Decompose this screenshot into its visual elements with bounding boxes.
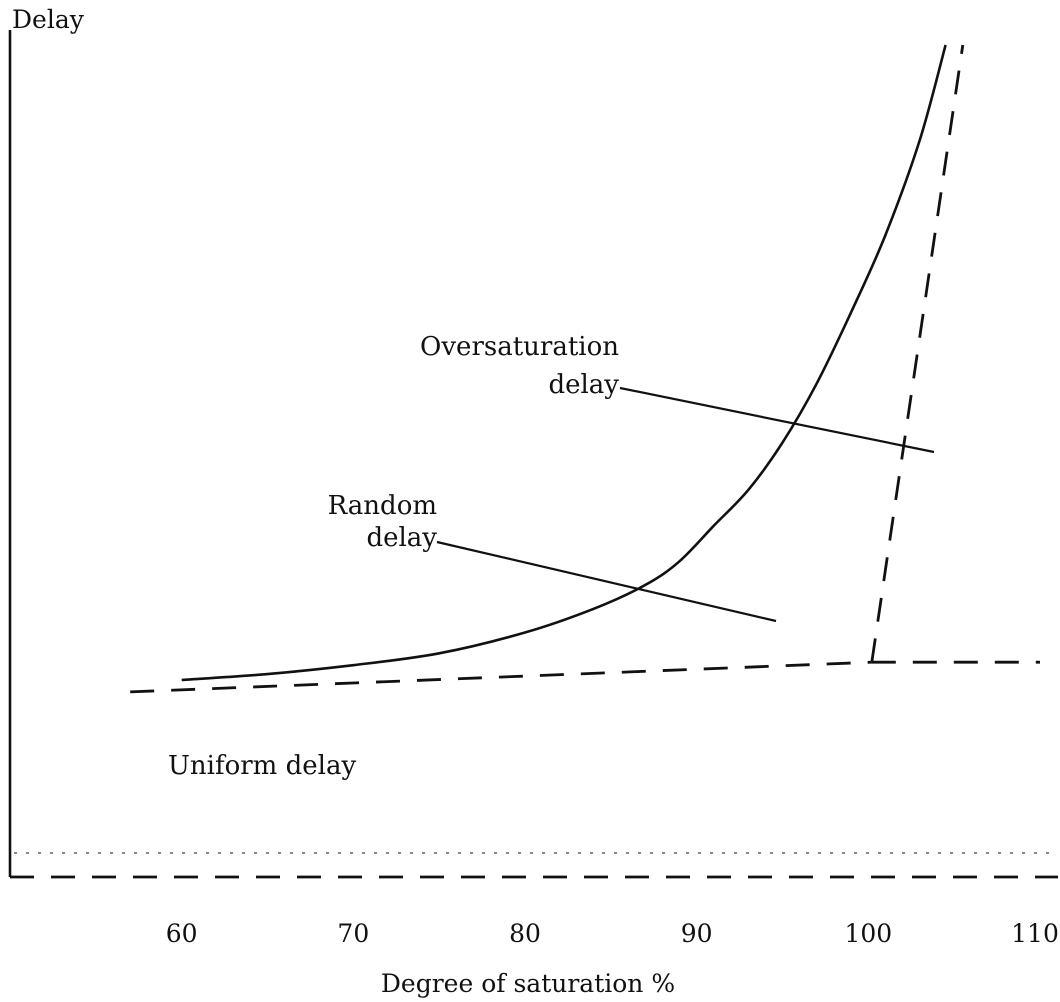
x-tick-label-100: 100 <box>844 919 892 948</box>
random-label-line1: Random <box>328 491 437 521</box>
x-axis-title: Degree of saturation % <box>381 969 675 998</box>
random-label-line2: delay <box>366 523 437 553</box>
series-total-line <box>181 44 947 682</box>
x-tick-label-110: 110 <box>1011 919 1059 948</box>
x-tick-label-60: 60 <box>166 919 198 948</box>
x-tick-label-70: 70 <box>337 919 369 948</box>
x-tick-label-80: 80 <box>509 919 541 948</box>
oversaturation-label-line1: Oversaturation <box>420 332 619 362</box>
x-tick-label-90: 90 <box>681 919 713 948</box>
oversaturation-leader-line <box>619 386 935 454</box>
uniform-delay-label: Uniform delay <box>168 751 356 781</box>
series-uniform-line <box>130 660 872 694</box>
series-group <box>130 44 1040 694</box>
x-tick-labels: 60 70 80 90 100 110 <box>166 919 1059 948</box>
random-leader-line <box>436 540 777 623</box>
y-axis-title: Delay <box>12 5 85 34</box>
series-oversaturation-line <box>870 44 965 663</box>
oversaturation-label-line2: delay <box>548 370 619 400</box>
